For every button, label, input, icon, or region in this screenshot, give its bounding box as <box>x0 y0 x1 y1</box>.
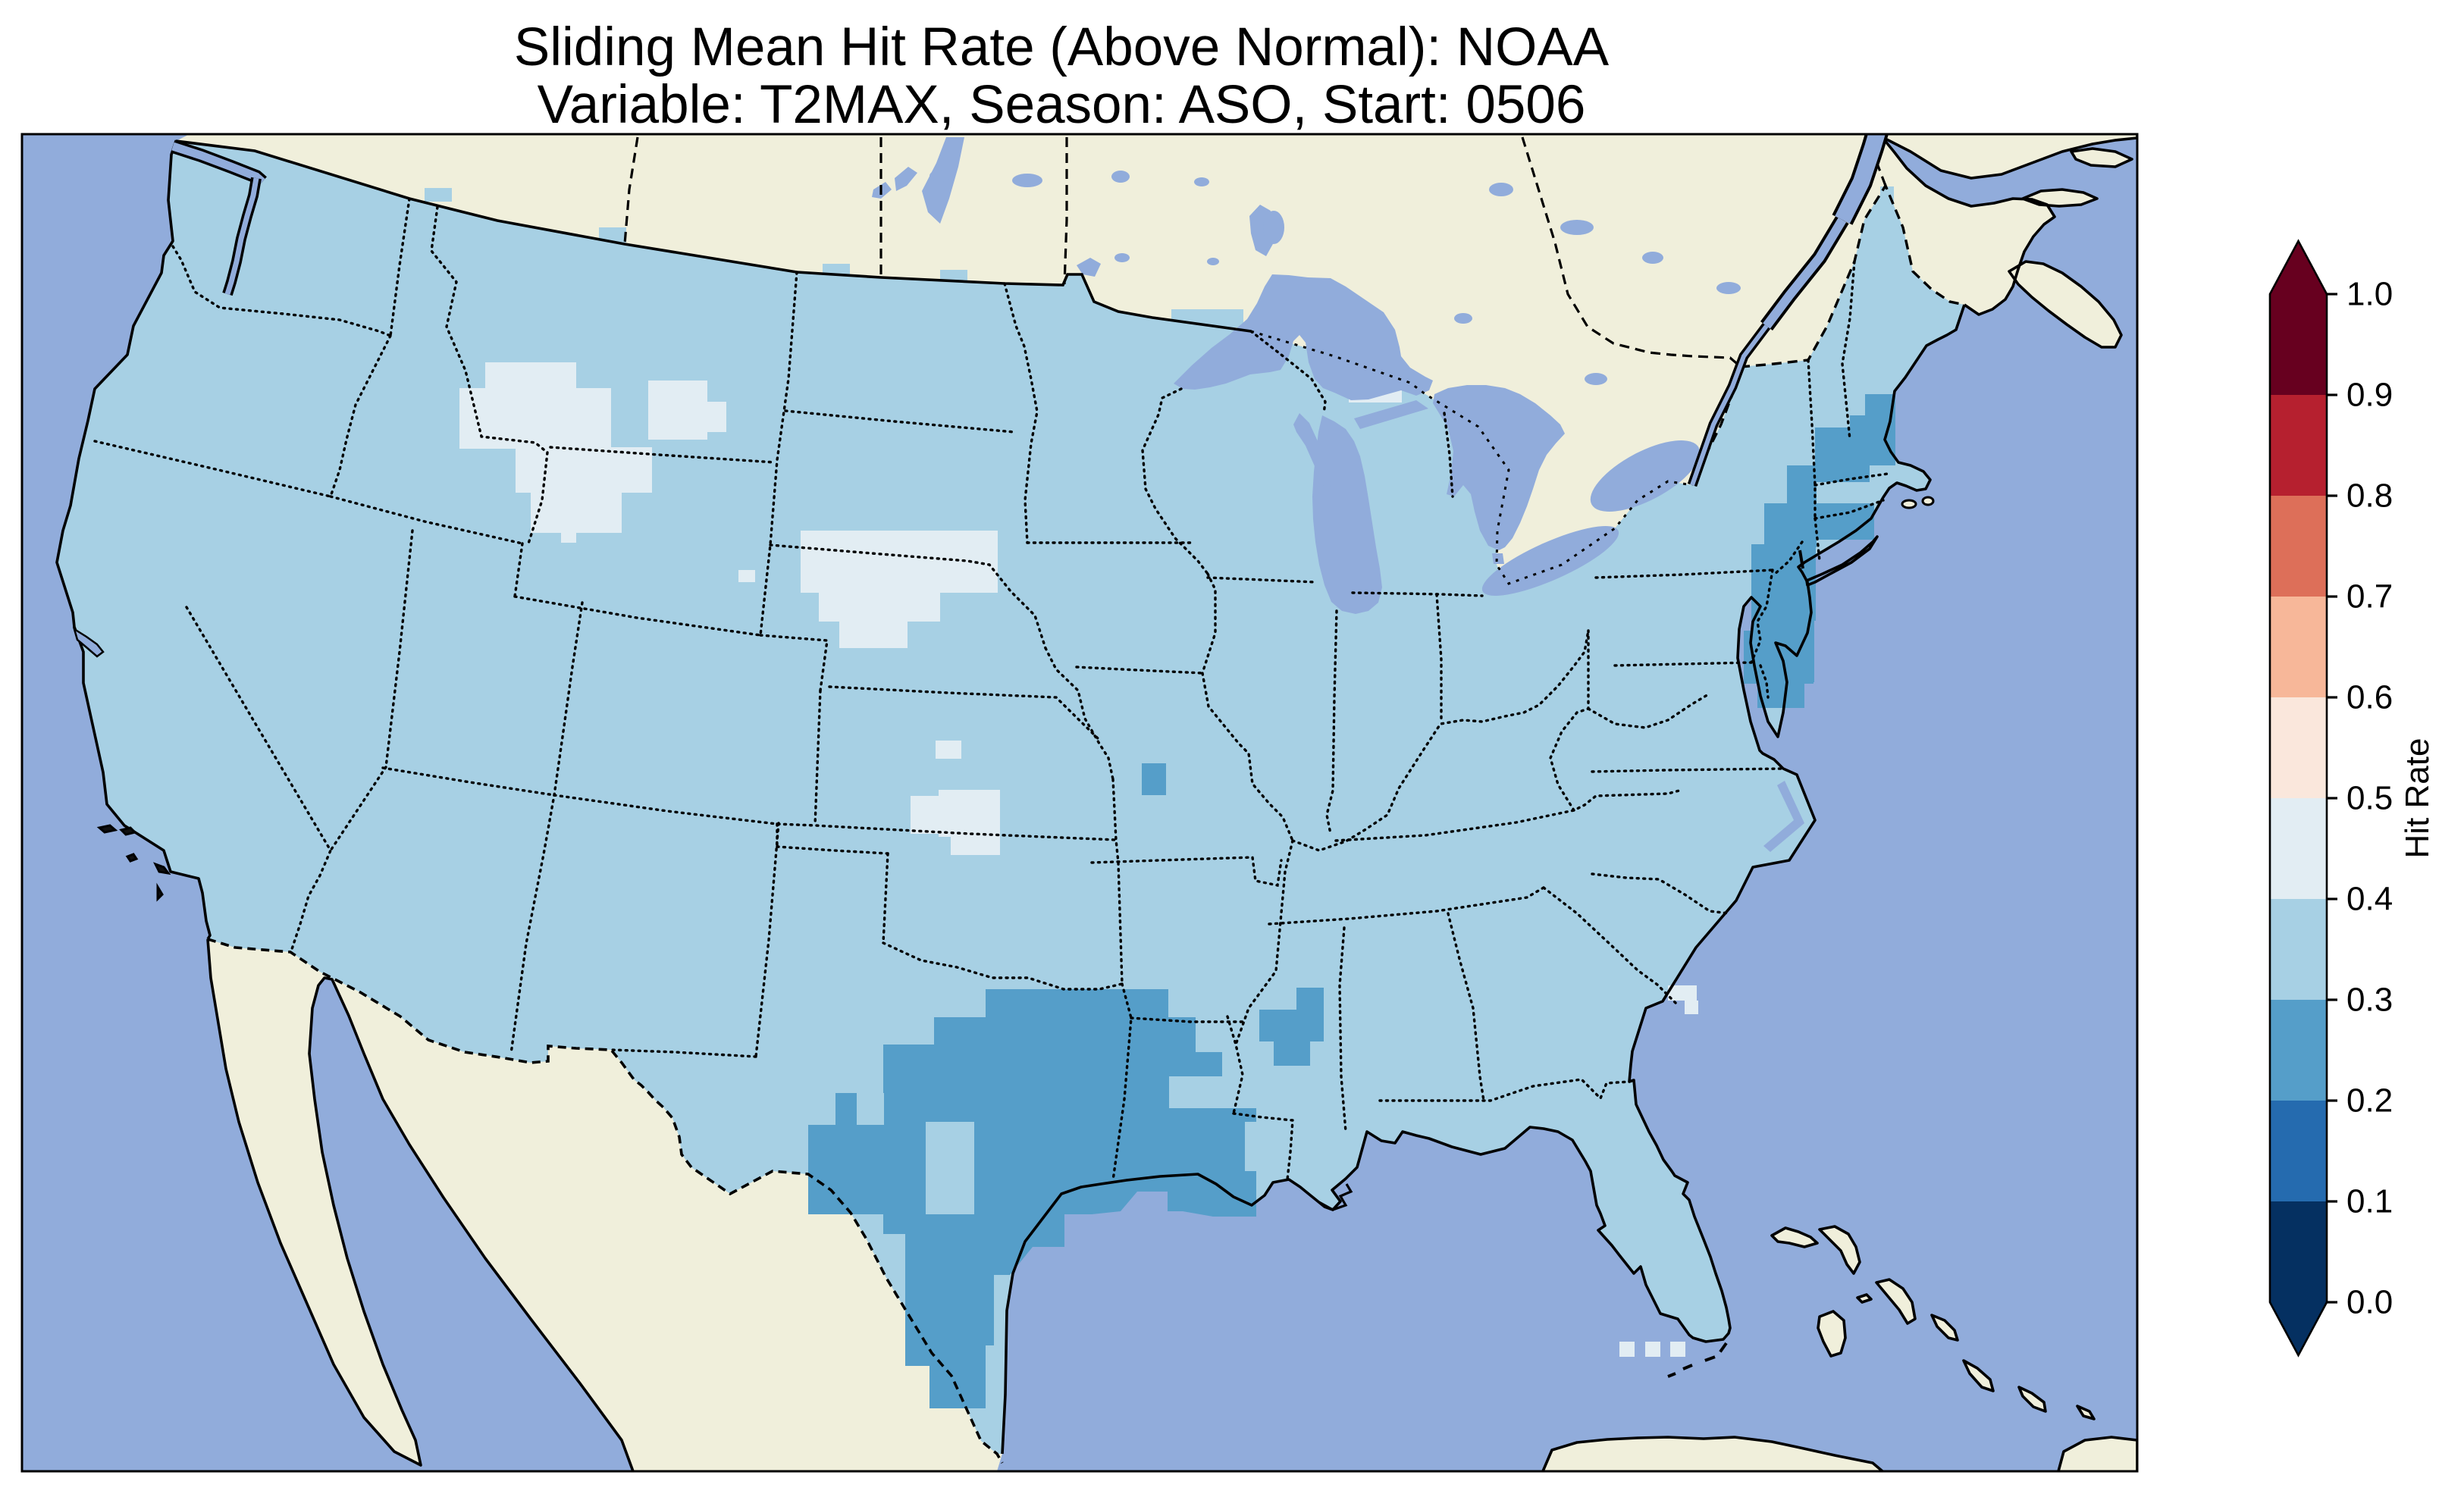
svg-text:0.6: 0.6 <box>2346 679 2393 716</box>
svg-text:Sliding Mean Hit Rate (Above N: Sliding Mean Hit Rate (Above Normal): NO… <box>514 17 1610 77</box>
svg-text:0.5: 0.5 <box>2346 780 2393 817</box>
svg-text:0.1: 0.1 <box>2346 1183 2393 1220</box>
svg-text:1.0: 1.0 <box>2346 276 2393 313</box>
svg-text:0.0: 0.0 <box>2346 1284 2393 1321</box>
svg-text:0.4: 0.4 <box>2346 881 2393 918</box>
svg-text:0.3: 0.3 <box>2346 982 2393 1019</box>
svg-text:0.9: 0.9 <box>2346 377 2393 414</box>
svg-text:Variable: T2MAX, Season: ASO,: Variable: T2MAX, Season: ASO, Start: 050… <box>538 75 1586 135</box>
svg-text:0.8: 0.8 <box>2346 478 2393 515</box>
svg-text:0.2: 0.2 <box>2346 1082 2393 1120</box>
svg-text:0.7: 0.7 <box>2346 578 2393 615</box>
svg-text:Hit Rate: Hit Rate <box>2399 738 2436 859</box>
